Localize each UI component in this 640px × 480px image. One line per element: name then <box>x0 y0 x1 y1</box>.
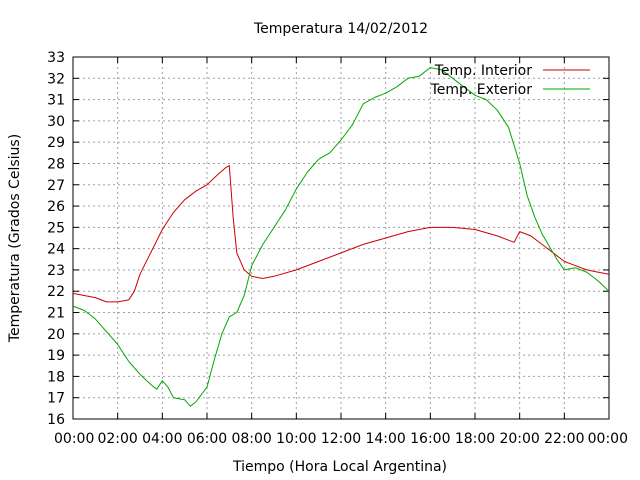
y-tick-label: 32 <box>47 71 65 87</box>
y-axis-ticks: 16 17 18 19 20 21 22 23 24 25 26 27 28 29 30 31 32 33 <box>47 50 609 428</box>
x-tick-label: 10:00 <box>276 431 316 447</box>
chart-title: Temperatura 14/02/2012 <box>253 21 428 37</box>
legend-label: Temp. Interior <box>434 63 533 79</box>
y-tick-label: 17 <box>47 391 65 407</box>
x-tick-label: 18:00 <box>455 431 495 447</box>
y-tick-label: 31 <box>47 93 65 109</box>
x-tick-label: 14:00 <box>365 431 405 447</box>
x-tick-label: 20:00 <box>499 431 539 447</box>
y-tick-label: 30 <box>47 114 65 130</box>
y-axis-label: Temperatura (Grados Celsius) <box>7 134 23 343</box>
x-tick-label: 00:00 <box>54 431 94 447</box>
y-tick-label: 25 <box>47 220 65 236</box>
y-tick-label: 28 <box>47 156 65 172</box>
y-tick-label: 24 <box>47 242 65 258</box>
x-tick-label: 02:00 <box>97 431 137 447</box>
x-tick-label: 12:00 <box>321 431 361 447</box>
y-tick-label: 27 <box>47 178 65 194</box>
legend: Temp. Interior Temp. Exterior <box>430 63 590 98</box>
x-axis-ticks: 00:00 02:00 04:00 06:00 08:00 10:00 12:00 14:00… <box>54 57 628 447</box>
x-tick-label: 06:00 <box>187 431 227 447</box>
series-line-interior <box>72 165 610 303</box>
y-tick-label: 16 <box>47 412 65 428</box>
x-tick-label: 08:00 <box>231 431 271 447</box>
y-tick-label: 21 <box>47 306 65 322</box>
series-lines <box>72 67 610 407</box>
grid-lines <box>73 57 609 419</box>
y-tick-label: 20 <box>47 327 65 343</box>
x-tick-label: 00:00 <box>588 431 628 447</box>
y-tick-label: 19 <box>47 348 65 364</box>
y-tick-label: 18 <box>47 369 65 385</box>
y-tick-label: 33 <box>47 50 65 66</box>
legend-label: Temp. Exterior <box>430 82 533 98</box>
x-tick-label: 04:00 <box>142 431 182 447</box>
x-tick-label: 22:00 <box>544 431 584 447</box>
x-tick-label: 16:00 <box>410 431 450 447</box>
x-axis-label: Tiempo (Hora Local Argentina) <box>232 459 447 475</box>
y-tick-label: 22 <box>47 284 65 300</box>
y-tick-label: 26 <box>47 199 65 215</box>
series-line-exterior <box>72 67 610 407</box>
y-tick-label: 23 <box>47 263 65 279</box>
y-tick-label: 29 <box>47 135 65 151</box>
